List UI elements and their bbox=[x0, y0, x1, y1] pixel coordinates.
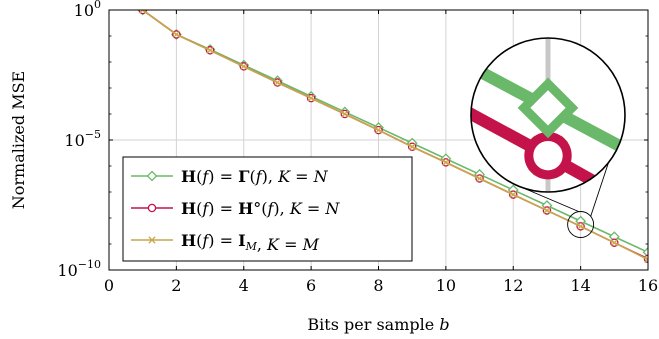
axis-ticks bbox=[108, 9, 649, 271]
x-marker-stroke bbox=[644, 258, 648, 264]
series-identity-point bbox=[341, 110, 349, 118]
x-tick-label: 8 bbox=[373, 276, 383, 295]
x-axis-title: Bits per sample b bbox=[307, 315, 449, 334]
x-marker-stroke bbox=[509, 190, 517, 199]
series-identity-point bbox=[543, 206, 551, 215]
legend-entry-hcirc: H(f) = H°(f), K = N bbox=[131, 199, 340, 218]
x-tick-label: 2 bbox=[171, 276, 181, 295]
legend-label: H(f) = IM, K = M bbox=[181, 231, 320, 254]
series-identity-point bbox=[273, 78, 282, 87]
plot-area bbox=[137, 10, 648, 264]
series-identity-point bbox=[206, 46, 214, 54]
zoom-inset-content bbox=[471, 38, 625, 192]
zoom-inset-border bbox=[470, 37, 626, 193]
series-identity-point bbox=[240, 62, 248, 71]
legend: H(f) = Γ(f), K = N H(f) = H°(f), K = N H(f… bbox=[122, 156, 413, 262]
zoom-inset bbox=[470, 37, 626, 238]
series-identity bbox=[139, 10, 648, 264]
x-tick-label: 10 bbox=[436, 276, 456, 295]
series-identity-line bbox=[142, 10, 648, 261]
series-identity-point bbox=[509, 190, 517, 199]
x-tick-label: 6 bbox=[306, 276, 316, 295]
y-tick-label: 10−10 bbox=[57, 258, 101, 280]
x-marker-stroke bbox=[543, 206, 551, 215]
series-gamma-zoom-point bbox=[517, 77, 579, 139]
legend-swatch-marker bbox=[147, 203, 157, 213]
x-marker-stroke bbox=[206, 46, 214, 54]
series-identity-point bbox=[307, 94, 315, 102]
series-identity-point bbox=[442, 158, 450, 166]
axis-labels: 0 2 4 6 8 10 12 14 16 100 10−5 10−10 Bits per sample… bbox=[9, 0, 658, 334]
y-tick-label: 10−5 bbox=[64, 128, 101, 150]
x-tick-label: 12 bbox=[503, 276, 523, 295]
series-identity-point bbox=[408, 143, 416, 151]
zoom-source-circle bbox=[567, 211, 595, 238]
x-marker-stroke bbox=[408, 143, 416, 151]
x-marker-stroke bbox=[141, 10, 147, 14]
x-marker-stroke bbox=[341, 110, 349, 118]
legend-swatch-marker bbox=[146, 170, 158, 182]
x-tick-label: 14 bbox=[570, 276, 590, 295]
x-marker-stroke bbox=[475, 174, 484, 183]
y-tick-label: 100 bbox=[74, 0, 101, 20]
series-identity-point bbox=[172, 30, 180, 39]
series-hcirc-zoom-point bbox=[524, 131, 572, 180]
legend-label: H(f) = H°(f), K = N bbox=[181, 199, 340, 218]
series-gamma-line bbox=[142, 10, 648, 254]
x-marker-stroke bbox=[610, 239, 618, 247]
series-gamma-point bbox=[642, 246, 648, 258]
x-marker-stroke bbox=[374, 126, 383, 134]
x-tick-label: 16 bbox=[638, 276, 658, 295]
zoom-connector bbox=[520, 186, 579, 212]
legend-swatch-marker bbox=[148, 236, 156, 244]
legend-box bbox=[122, 156, 413, 262]
legend-entry-gamma: H(f) = Γ(f), K = N bbox=[131, 167, 329, 186]
series-identity-point bbox=[577, 222, 585, 230]
x-marker-stroke bbox=[240, 62, 248, 71]
x-marker-stroke bbox=[577, 222, 585, 230]
y-axis-title: Normalized MSE bbox=[9, 71, 28, 209]
series-identity-point bbox=[610, 239, 618, 247]
x-tick-label: 0 bbox=[104, 276, 114, 295]
x-marker-stroke bbox=[172, 30, 180, 39]
x-marker-stroke bbox=[148, 236, 156, 244]
series-identity-point bbox=[475, 174, 484, 183]
x-tick-label: 4 bbox=[239, 276, 249, 295]
x-marker-stroke bbox=[307, 94, 315, 102]
series-identity-point bbox=[374, 126, 383, 134]
x-marker-stroke bbox=[273, 78, 282, 87]
x-marker-stroke bbox=[644, 255, 648, 261]
x-marker-stroke bbox=[442, 158, 450, 166]
series-identity-point bbox=[644, 255, 648, 264]
legend-label: H(f) = Γ(f), K = N bbox=[181, 167, 329, 186]
series-identity-point bbox=[139, 10, 147, 14]
legend-entry-identity: H(f) = IM, K = M bbox=[131, 231, 320, 254]
x-marker-stroke bbox=[139, 10, 144, 14]
